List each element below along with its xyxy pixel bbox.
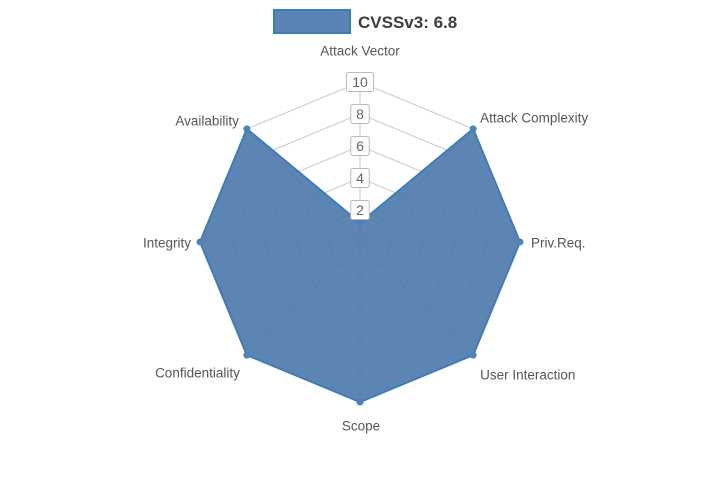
tick-backdrop xyxy=(350,104,370,124)
axis-labels: Attack Vector Attack Complexity Priv.Req. U… xyxy=(143,44,588,434)
tick-label: 10 xyxy=(352,74,368,90)
axis-label: Integrity xyxy=(143,236,191,251)
axis-label: Availability xyxy=(175,113,239,128)
tick-backdrop xyxy=(350,168,370,188)
data-point[interactable] xyxy=(469,351,477,359)
legend-label[interactable]: CVSSv3: 6.8 xyxy=(358,13,457,32)
tick-label: 4 xyxy=(356,170,364,186)
data-point[interactable] xyxy=(516,238,524,246)
data-point[interactable] xyxy=(356,398,364,406)
axis-label: Confidentiality xyxy=(155,366,240,381)
axis-label: Attack Vector xyxy=(320,44,400,59)
data-point[interactable] xyxy=(469,125,477,133)
data-point[interactable] xyxy=(196,238,204,246)
axis-label: Priv.Req. xyxy=(531,236,586,251)
tick-backdrop xyxy=(350,136,370,156)
tick-backdrop xyxy=(346,72,374,92)
axis-label: Scope xyxy=(342,419,380,434)
tick-backdrop xyxy=(350,200,370,220)
data-point[interactable] xyxy=(243,351,251,359)
legend[interactable]: CVSSv3: 6.8 xyxy=(273,9,457,34)
tick-label: 2 xyxy=(356,202,364,218)
radar-series xyxy=(196,125,524,406)
tick-label: 8 xyxy=(356,106,364,122)
radial-tick-labels: 2 4 6 8 10 xyxy=(346,72,374,220)
legend-swatch[interactable] xyxy=(273,9,351,34)
tick-label: 6 xyxy=(356,138,364,154)
data-point[interactable] xyxy=(356,219,364,227)
axis-label: Attack Complexity xyxy=(480,110,588,125)
data-point[interactable] xyxy=(243,125,251,133)
axis-label: User Interaction xyxy=(480,368,575,383)
